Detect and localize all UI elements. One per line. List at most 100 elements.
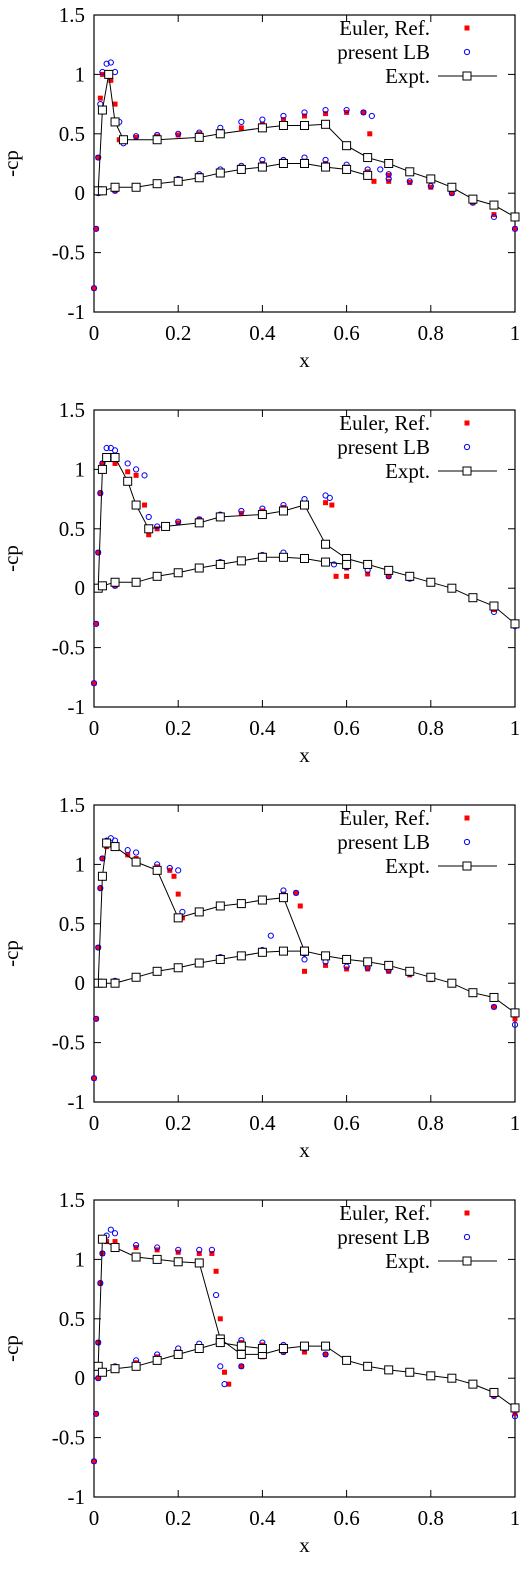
x-tick-label: 0.8 — [418, 716, 444, 740]
euler-point — [91, 680, 97, 686]
expt-point — [110, 842, 120, 852]
expt-point — [447, 583, 457, 593]
y-tick-label: 1.5 — [59, 398, 85, 422]
y-tick-label: -1 — [68, 300, 86, 324]
expt-point — [194, 132, 204, 142]
expt-point — [152, 1254, 162, 1264]
x-tick-label: 0.2 — [165, 1111, 191, 1135]
y-axis-label: -cp — [0, 940, 23, 967]
lb-point — [175, 518, 182, 525]
euler-point — [93, 1411, 99, 1417]
euler-point — [97, 490, 103, 496]
x-tick-label: 0.8 — [418, 321, 444, 345]
expt-point — [257, 162, 267, 172]
expt-point — [257, 552, 267, 562]
legend-euler-symbol — [464, 815, 470, 821]
expt-point — [215, 512, 225, 522]
expt-point — [447, 1373, 457, 1383]
lb-point — [107, 59, 114, 66]
euler-point — [112, 460, 118, 466]
lb-point — [93, 620, 100, 627]
x-tick-label: 1 — [510, 1506, 521, 1530]
euler-point — [97, 95, 103, 101]
lb-point — [427, 182, 434, 190]
lb-point — [145, 513, 152, 521]
euler-point — [238, 125, 244, 131]
legend-label: present LB — [337, 40, 430, 64]
y-tick-label: 0.5 — [59, 122, 85, 146]
expt-point — [152, 966, 162, 976]
expt-point — [173, 1257, 183, 1267]
lb-point — [208, 1246, 215, 1253]
x-axis-label: x — [299, 743, 310, 767]
x-tick-label: 0.8 — [418, 1111, 444, 1135]
expt-point — [215, 1338, 225, 1348]
expt-point — [278, 552, 288, 562]
lb-point — [280, 887, 287, 894]
lb-point — [368, 112, 375, 120]
euler-point — [112, 1239, 118, 1245]
euler-point — [371, 178, 377, 184]
chart-panel-1: 0 0.2 0.4 0.6 0.8 1 1.5 1 0.5 0 -0.5 -1 x -cp Euler, R… — [0, 3, 520, 372]
lb-point — [385, 171, 392, 178]
expt-point — [468, 194, 478, 204]
x-tick-label: 0.2 — [165, 716, 191, 740]
expt-point — [110, 117, 120, 127]
expt-point — [152, 135, 162, 145]
x-tick-label: 0.4 — [249, 716, 276, 740]
expt-point — [131, 857, 141, 867]
expt-point — [173, 963, 183, 973]
legend-expt-symbol — [462, 1256, 472, 1266]
expt-point — [215, 129, 225, 139]
lb-point — [490, 1003, 498, 1011]
euler-point — [108, 77, 114, 83]
lb-point — [93, 1410, 100, 1417]
euler-point — [95, 945, 101, 951]
x-tick-label: 0.6 — [333, 1506, 359, 1530]
lb-point — [175, 1246, 182, 1253]
lb-point — [301, 109, 308, 116]
expt-point — [152, 865, 162, 875]
expt-point — [300, 946, 309, 956]
euler-point — [238, 1363, 244, 1369]
euler-point — [386, 968, 392, 974]
expt-point — [236, 1349, 246, 1359]
lb-point — [511, 1413, 519, 1420]
lb-point — [343, 963, 350, 970]
expt-point — [194, 518, 204, 528]
y-tick-label: 1 — [75, 457, 86, 481]
y-tick-label: -1 — [68, 695, 86, 719]
y-tick-label: 0.5 — [59, 517, 85, 541]
euler-point — [133, 472, 139, 478]
lb-point — [175, 867, 182, 874]
expt-point — [489, 992, 499, 1002]
expt-point — [131, 972, 141, 982]
euler-point — [428, 184, 434, 190]
chart-panel-3: 0 0.2 0.4 0.6 0.8 1 1.5 1 0.5 0 -0.5 -1 x -cp Euler, R… — [0, 793, 520, 1162]
expt-point — [131, 1252, 141, 1262]
euler-point — [323, 962, 329, 968]
euler-point — [222, 1369, 228, 1375]
legend-label: Expt. — [385, 1249, 430, 1273]
euler-point — [217, 1316, 223, 1322]
expt-point — [384, 159, 394, 168]
expt-point — [489, 601, 499, 611]
lb-point — [95, 1339, 102, 1346]
lb-point — [133, 1242, 140, 1249]
expt-point — [300, 500, 309, 510]
expt-point — [97, 105, 107, 115]
lb-point — [360, 109, 367, 116]
expt-point — [278, 120, 288, 130]
expt-point — [468, 988, 478, 998]
expt-point — [102, 838, 112, 848]
expt-point — [426, 1371, 436, 1381]
x-axis-label: x — [299, 1138, 310, 1162]
expt-point — [102, 453, 112, 463]
euler-point — [512, 1016, 518, 1022]
expt-point — [131, 182, 141, 192]
lb-point — [90, 285, 98, 292]
euler-point — [97, 1280, 103, 1286]
lb-point — [133, 133, 140, 140]
lb-point — [511, 225, 519, 232]
expt-point — [300, 1341, 309, 1351]
